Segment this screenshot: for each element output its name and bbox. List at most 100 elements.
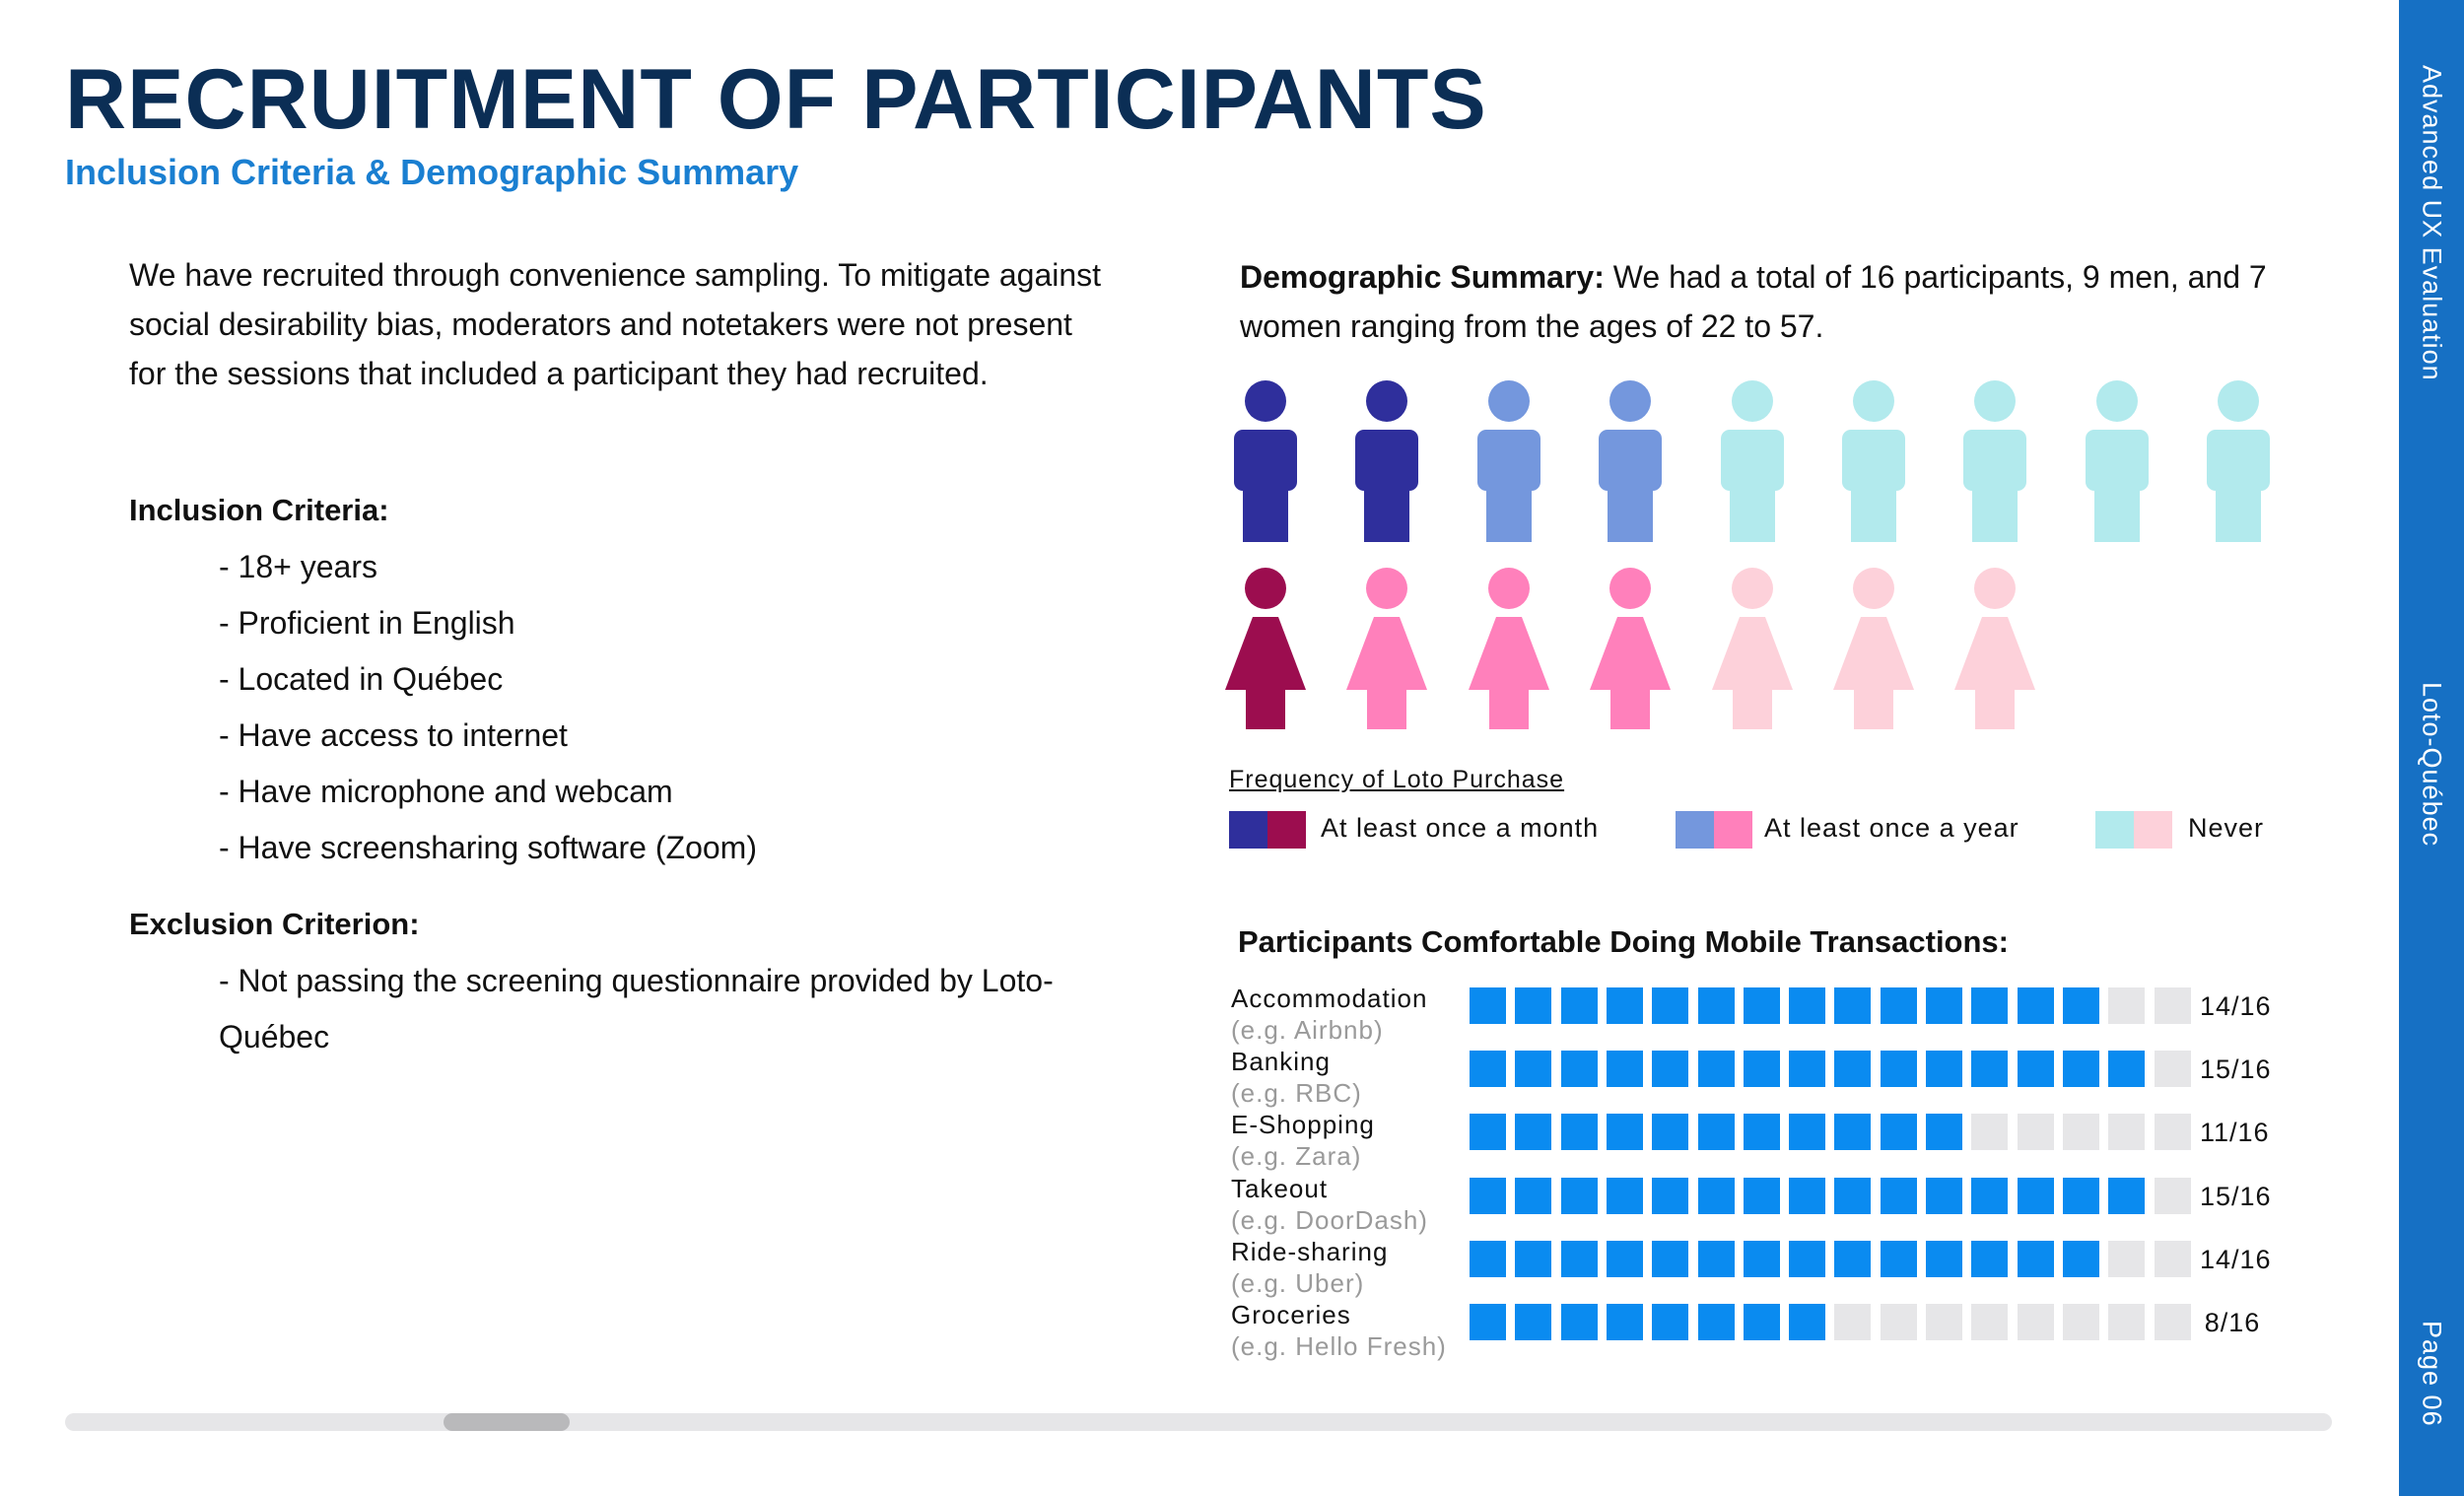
filled-square: [1606, 987, 1643, 1024]
filled-square: [1743, 987, 1780, 1024]
category-name: E-Shopping: [1231, 1110, 1375, 1139]
mobile-transactions-title: Participants Comfortable Doing Mobile Tr…: [1238, 924, 2009, 959]
filled-square: [1880, 1178, 1917, 1214]
empty-square: [2062, 1114, 2099, 1150]
empty-square: [2154, 1114, 2191, 1150]
empty-square: [2017, 1304, 2054, 1340]
category-example: (e.g. Hello Fresh): [1231, 1331, 1447, 1361]
filled-square: [2062, 1051, 2099, 1087]
inclusion-item: - 18+ years: [219, 549, 377, 584]
empty-square: [1880, 1304, 1917, 1340]
category-score: 14/16: [2200, 991, 2272, 1021]
filled-square: [1560, 987, 1598, 1024]
filled-square: [1470, 1304, 1506, 1340]
filled-square: [1789, 1304, 1826, 1340]
legend-swatch-women: [1714, 811, 1752, 849]
exclusion-heading: Exclusion Criterion:: [129, 907, 420, 941]
filled-square: [1834, 1114, 1872, 1150]
inclusion-item: - Located in Québec: [219, 661, 504, 697]
empty-square: [1834, 1304, 1872, 1340]
empty-square: [2154, 1178, 2191, 1214]
filled-square: [1470, 1051, 1506, 1087]
filled-square: [1515, 1178, 1552, 1214]
man-figure-never: [1720, 380, 1784, 542]
empty-square: [1926, 1304, 1962, 1340]
filled-square: [1971, 1241, 2009, 1277]
legend-swatch-men: [1229, 811, 1267, 849]
filled-square: [1971, 1178, 2009, 1214]
filled-square: [2062, 1241, 2099, 1277]
man-figure-never: [2207, 380, 2271, 542]
filled-square: [1470, 1241, 1506, 1277]
empty-square: [1971, 1304, 2009, 1340]
filled-square: [1697, 1051, 1735, 1087]
filled-square: [1470, 1114, 1506, 1150]
man-figure-never: [1963, 380, 2027, 542]
empty-square: [2108, 987, 2146, 1024]
sidebar-client-label: Loto-Québec: [2417, 682, 2447, 848]
filled-square: [1697, 1178, 1735, 1214]
category-name: Banking: [1231, 1047, 1331, 1076]
filled-square: [2017, 1051, 2054, 1087]
demographic-summary: Demographic Summary: We had a total of 1…: [1240, 252, 2314, 351]
man-figure-year: [1599, 380, 1663, 542]
empty-square: [2154, 1304, 2191, 1340]
filled-square: [1606, 1241, 1643, 1277]
scrollbar-thumb[interactable]: [444, 1413, 570, 1431]
sidebar-page-number: Page 06: [2417, 1321, 2447, 1427]
man-figure-never: [2085, 380, 2149, 542]
man-figure-month: [1355, 380, 1419, 542]
woman-figure-year: [1346, 568, 1428, 729]
filled-square: [1926, 1178, 1962, 1214]
exclusion-text: - Not passing the screening questionnair…: [219, 963, 1054, 1054]
intro-paragraph: We have recruited through convenience sa…: [129, 257, 1102, 391]
side-bar: [2399, 0, 2464, 1496]
filled-square: [1743, 1114, 1780, 1150]
filled-square: [1834, 987, 1872, 1024]
demographic-label: Demographic Summary:: [1240, 259, 1605, 295]
filled-square: [1652, 1241, 1689, 1277]
filled-square: [1606, 1051, 1643, 1087]
filled-square: [1697, 1304, 1735, 1340]
woman-figure-never: [1711, 568, 1793, 729]
category-example: (e.g. Uber): [1231, 1268, 1365, 1298]
filled-square: [1606, 1114, 1643, 1150]
filled-square: [1515, 1304, 1552, 1340]
filled-square: [1971, 987, 2009, 1024]
filled-square: [1652, 1051, 1689, 1087]
category-score: 14/16: [2200, 1245, 2272, 1274]
filled-square: [1606, 1178, 1643, 1214]
filled-square: [1789, 1114, 1826, 1150]
sidebar-course-label: Advanced UX Evaluation: [2417, 65, 2447, 381]
empty-square: [2154, 1241, 2191, 1277]
filled-square: [1697, 1241, 1735, 1277]
woman-figure-year: [1590, 568, 1672, 729]
legend-title: Frequency of Loto Purchase: [1229, 766, 1565, 793]
filled-square: [2108, 1178, 2146, 1214]
horizontal-scrollbar[interactable]: [65, 1413, 2332, 1431]
filled-square: [1743, 1051, 1780, 1087]
filled-square: [1926, 1114, 1962, 1150]
inclusion-heading: Inclusion Criteria:: [129, 493, 389, 527]
legend-swatch-men: [2095, 811, 2134, 849]
demographic-text: We had a total of 16 participants, 9 men…: [1240, 259, 2267, 344]
category-score: 8/16: [2204, 1308, 2261, 1337]
filled-square: [1789, 987, 1826, 1024]
legend-label-never: Never: [2188, 813, 2265, 843]
filled-square: [1926, 1051, 1962, 1087]
filled-square: [2017, 987, 2054, 1024]
filled-square: [1560, 1241, 1598, 1277]
filled-square: [2017, 1241, 2054, 1277]
category-name: Groceries: [1231, 1300, 1351, 1329]
inclusion-item: - Have microphone and webcam: [219, 774, 673, 809]
filled-square: [1743, 1304, 1780, 1340]
legend-label-month: At least once a month: [1321, 813, 1600, 843]
page-title: RECRUITMENT OF PARTICIPANTS: [65, 52, 1487, 147]
woman-figure-never: [1954, 568, 2036, 729]
filled-square: [1470, 1178, 1506, 1214]
filled-square: [1515, 1051, 1552, 1087]
filled-square: [2017, 1178, 2054, 1214]
category-name: Takeout: [1231, 1174, 1329, 1203]
empty-square: [2062, 1304, 2099, 1340]
legend-label-year: At least once a year: [1764, 813, 2019, 843]
